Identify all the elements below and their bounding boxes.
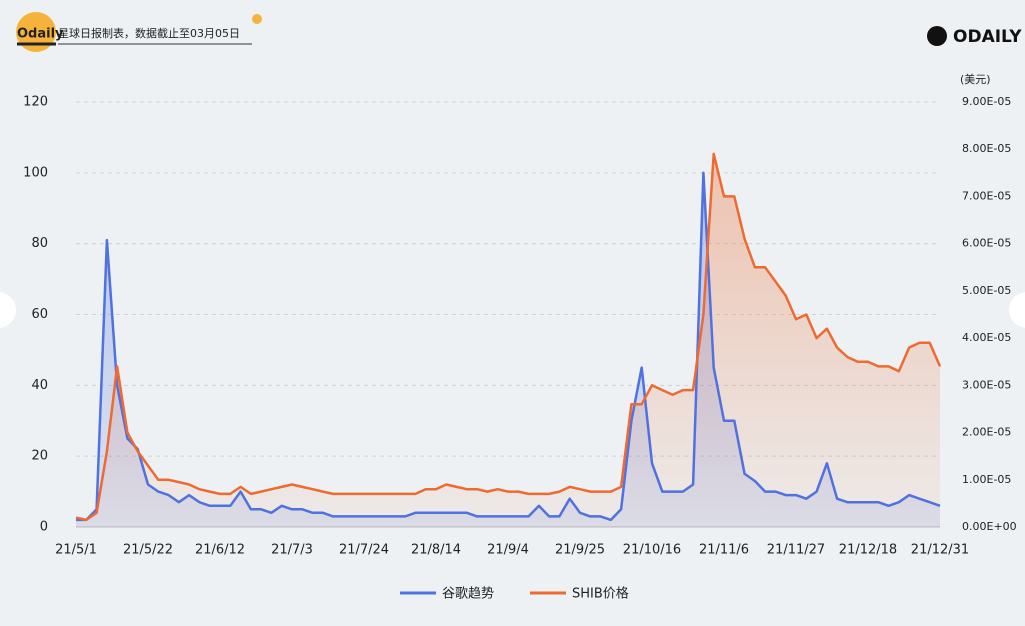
legend-label: 谷歌趋势	[442, 586, 494, 602]
y-tick-label: 100	[23, 165, 48, 180]
y2-tick-label: 6.00E-05	[962, 237, 1011, 250]
y2-tick-label: 3.00E-05	[962, 378, 1011, 391]
x-tick-label: 21/11/6	[699, 543, 749, 558]
x-tick-label: 21/8/14	[411, 543, 461, 558]
x-tick-label: 21/6/12	[195, 543, 245, 558]
y2-tick-label: 7.00E-05	[962, 189, 1011, 202]
y2-tick-label: 1.00E-05	[962, 473, 1011, 486]
y-tick-label: 60	[31, 307, 48, 322]
y-tick-label: 80	[31, 236, 48, 251]
y-tick-label: 20	[31, 449, 48, 464]
x-tick-label: 21/7/24	[339, 543, 389, 558]
logo-dot	[252, 14, 262, 24]
y-tick-label: 40	[31, 378, 48, 393]
brand: ODAILY	[953, 27, 1022, 47]
y2-axis-label: (美元)	[960, 73, 991, 86]
x-tick-label: 21/5/1	[55, 543, 97, 558]
logo-badge	[16, 12, 56, 52]
x-tick-label: 21/12/31	[911, 543, 969, 558]
legend-label: SHIB价格	[572, 586, 629, 602]
x-tick-label: 21/5/22	[123, 543, 173, 558]
y2-tick-label: 9.00E-05	[962, 95, 1011, 108]
x-tick-label: 21/12/18	[839, 543, 897, 558]
y-tick-label: 120	[23, 95, 48, 110]
x-tick-label: 21/10/16	[623, 543, 681, 558]
side-handle	[1009, 292, 1025, 328]
area	[76, 153, 940, 527]
y2-tick-label: 0.00E+00	[962, 520, 1017, 533]
side-handle	[0, 292, 16, 328]
line	[75, 152, 942, 522]
line	[76, 171, 941, 522]
y2-tick-label: 2.00E-05	[962, 426, 1011, 439]
y-tick-label: 0	[40, 520, 48, 535]
y2-tick-label: 5.00E-05	[962, 284, 1011, 297]
logo: Odaily	[17, 27, 64, 42]
brand-icon	[927, 26, 947, 46]
x-tick-label: 21/7/3	[271, 543, 313, 558]
x-tick-label: 21/9/4	[487, 543, 529, 558]
y2-tick-label: 4.00E-05	[962, 331, 1011, 344]
y2-tick-label: 8.00E-05	[962, 142, 1011, 155]
x-tick-label: 21/9/25	[555, 543, 605, 558]
x-tick-label: 21/11/27	[767, 543, 825, 558]
note: 星球日报制表，数据截止至03月05日	[58, 26, 240, 40]
